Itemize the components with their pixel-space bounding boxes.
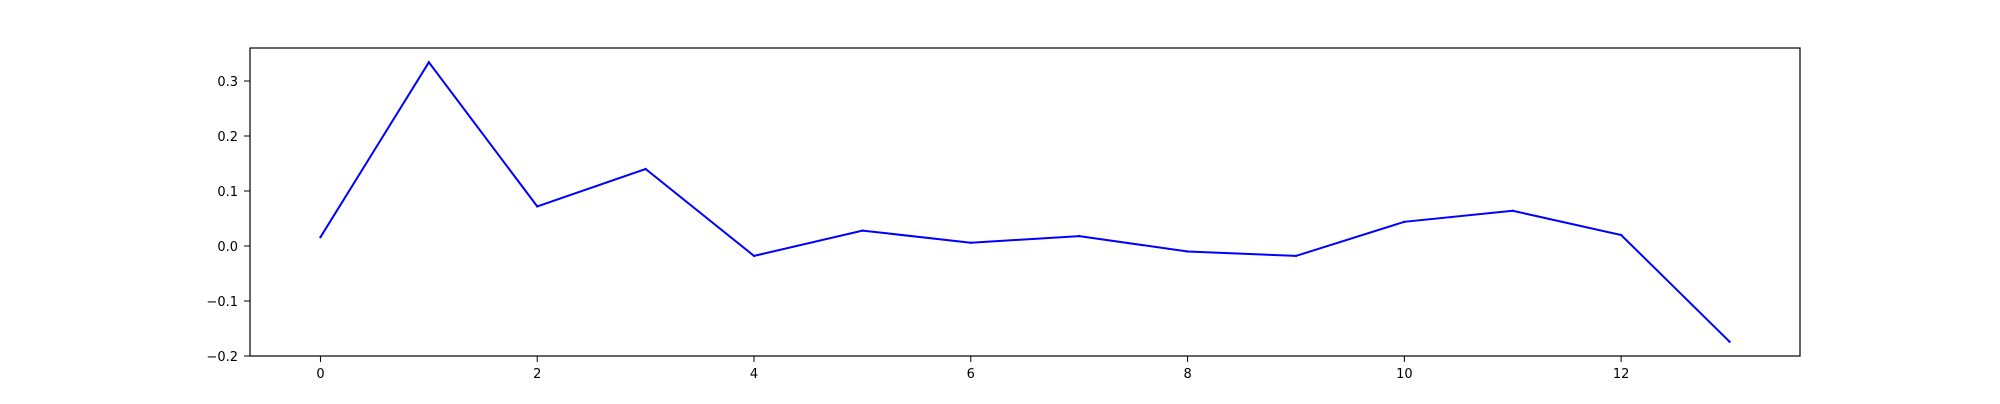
x-tick-label: 4 [750,367,758,382]
data-point [644,167,647,171]
series-layer [319,60,1731,343]
data-point [427,61,431,64]
axis-ticks: 0 2 4 6 8 10 12 −0.2 −0.1 0.0 0.1 0.2 0.3 [206,75,1629,382]
data-point [1511,209,1514,212]
data-point [1403,220,1406,223]
data-point [861,229,864,232]
data-point [1077,234,1081,238]
y-tick-label: 0.3 [217,75,238,90]
series-line [319,60,1731,343]
x-tick-label: 0 [316,367,324,382]
x-tick-label: 12 [1613,367,1630,382]
y-tick-label: 0.2 [217,130,238,145]
y-tick-label: 0.0 [217,240,238,255]
data-point [752,254,756,258]
y-tick-label: −0.2 [206,350,238,365]
data-point [319,236,322,239]
data-point [969,241,973,244]
x-tick-label: 8 [1183,367,1191,382]
x-tick-label: 10 [1396,367,1413,382]
data-point [536,205,539,208]
plot-background [250,48,1800,356]
x-tick-label: 2 [533,367,541,382]
y-tick-label: 0.1 [217,185,238,200]
y-tick-label: −0.1 [206,295,238,310]
data-point [1294,254,1298,258]
plot-frame [249,47,1801,357]
data-point [1728,340,1731,343]
data-point [1186,250,1189,253]
data-point [1619,233,1623,237]
x-tick-label: 6 [967,367,975,382]
